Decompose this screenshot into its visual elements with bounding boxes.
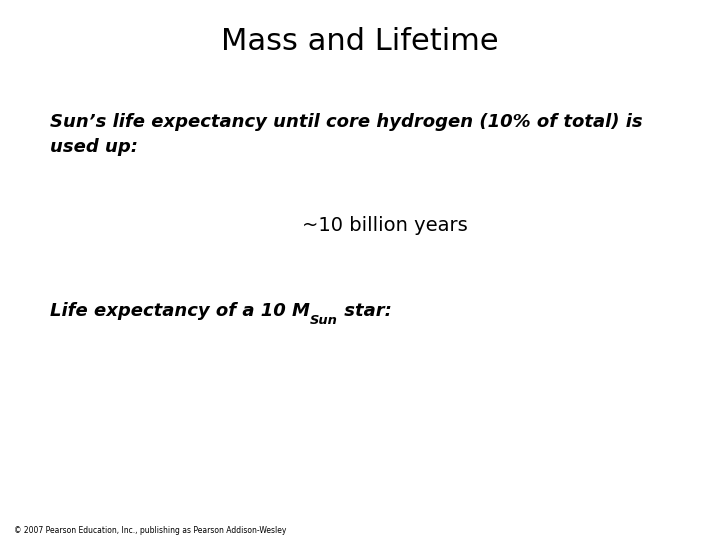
Text: ~10 billion years: ~10 billion years (302, 216, 468, 235)
Text: Sun’s life expectancy until core hydrogen (10% of total) is
used up:: Sun’s life expectancy until core hydroge… (50, 113, 643, 157)
Text: Mass and Lifetime: Mass and Lifetime (221, 27, 499, 56)
Text: Life expectancy of a 10 M: Life expectancy of a 10 M (50, 302, 310, 320)
Text: © 2007 Pearson Education, Inc., publishing as Pearson Addison-Wesley: © 2007 Pearson Education, Inc., publishi… (14, 525, 287, 535)
Text: star:: star: (338, 302, 392, 320)
Text: Sun: Sun (310, 314, 338, 327)
